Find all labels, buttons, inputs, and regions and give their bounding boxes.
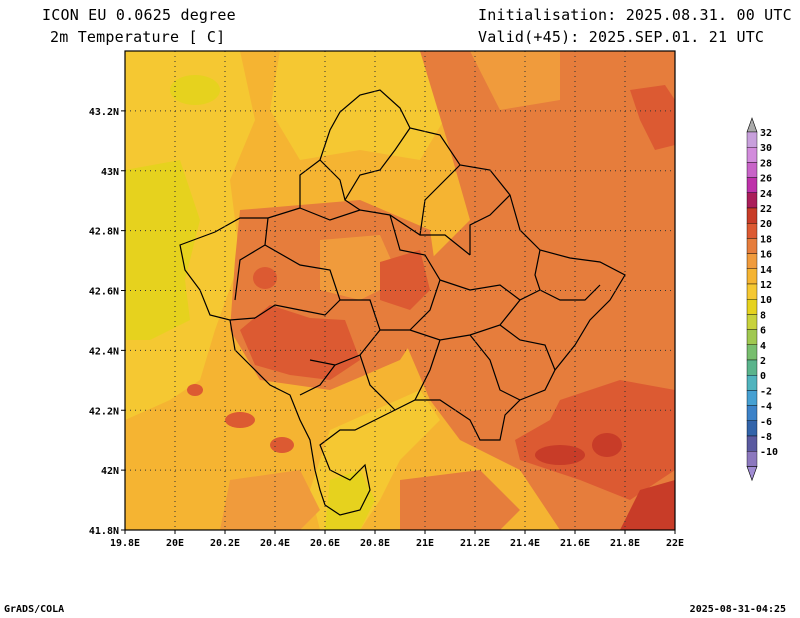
colorbar-label: 12 (760, 280, 772, 291)
colorbar-label: -6 (760, 417, 772, 428)
colorbar-swatch (746, 283, 758, 300)
x-tick-label: 21.8E (610, 538, 640, 549)
colorbar-label: 20 (760, 219, 772, 230)
y-tick-label: 41.8N (89, 526, 119, 537)
temperature-map: 19.8E 20E 20.2E 20.4E 20.6E 20.8E 21E 21.2E 21.4… (89, 50, 778, 549)
colorbar-swatch (746, 131, 758, 148)
colorbar-label: 26 (760, 174, 772, 185)
colorbar-swatch (746, 451, 758, 467)
colorbar-swatch (746, 359, 758, 376)
colorbar-label: 18 (760, 234, 772, 245)
x-tick-label: 21.2E (460, 538, 490, 549)
colorbar-swatch (746, 405, 758, 422)
colorbar-label: -10 (760, 447, 778, 458)
y-tick-label: 42N (101, 466, 119, 477)
colorbar-swatch (746, 329, 758, 346)
colorbar-label: 0 (760, 371, 766, 382)
x-tick-label: 21.4E (510, 538, 540, 549)
colorbar-label: 28 (760, 158, 772, 169)
y-tick-label: 42.2N (89, 406, 119, 417)
colorbar-swatch (746, 207, 758, 224)
footer-timestamp: 2025-08-31-04:25 (689, 604, 786, 615)
colorbar-bottom-cap (746, 466, 758, 482)
y-tick-label: 43.2N (89, 107, 119, 118)
colorbar-label: 10 (760, 295, 772, 306)
initialisation-label: Initialisation: 2025.08.31. 00 UTC (478, 6, 792, 24)
colorbar-label: 24 (760, 189, 772, 200)
x-tick-label: 20.8E (360, 538, 390, 549)
y-tick-label: 43N (101, 167, 119, 178)
colorbar-swatch (746, 344, 758, 361)
colorbar-label: -2 (760, 386, 772, 397)
colorbar-label: 6 (760, 326, 766, 337)
colorbar-label: 14 (760, 265, 772, 276)
colorbar-swatch (746, 222, 758, 239)
colorbar-swatch (746, 268, 758, 285)
y-tick-label: 42.8N (89, 227, 119, 238)
model-title: ICON EU 0.0625 degree (42, 6, 236, 24)
colorbar-label: 22 (760, 204, 772, 215)
x-tick-label: 20.6E (310, 538, 340, 549)
colorbar-swatch (746, 162, 758, 178)
footer-credit: GrADS/COLA (4, 604, 65, 615)
x-tick-label: 20.4E (260, 538, 290, 549)
colorbar-label: -8 (760, 432, 772, 443)
colorbar-swatch (746, 238, 758, 254)
x-tick-label: 20E (166, 538, 184, 549)
colorbar-swatch (746, 390, 758, 406)
colorbar-swatch (746, 299, 758, 315)
colorbar-swatch (746, 420, 758, 437)
variable-title: 2m Temperature [ C] (50, 28, 226, 46)
colorbar-label: 16 (760, 250, 772, 261)
colorbar-label: -4 (760, 402, 772, 413)
y-tick-label: 42.4N (89, 346, 119, 357)
colorbar-label: 2 (760, 356, 766, 367)
colorbar-label: 4 (760, 341, 766, 352)
y-tick-label: 42.6N (89, 287, 119, 298)
x-tick-label: 19.8E (110, 538, 140, 549)
border-lines (179, 89, 626, 516)
colorbar-label: 30 (760, 143, 772, 154)
colorbar-swatch (746, 146, 758, 163)
colorbar-swatch (746, 314, 758, 330)
colorbar-label: 8 (760, 310, 766, 321)
colorbar-swatch (746, 177, 758, 194)
gridlines (125, 51, 675, 530)
x-tick-label: 21.6E (560, 538, 590, 549)
colorbar-swatch (746, 435, 758, 452)
colorbar-label: 32 (760, 128, 772, 139)
colorbar-top-cap (746, 117, 758, 133)
x-tick-label: 22E (666, 538, 684, 549)
x-tick-label: 21E (416, 538, 434, 549)
x-tick-label: 20.2E (210, 538, 240, 549)
colorbar-swatch (746, 192, 758, 209)
valid-time-label: Valid(+45): 2025.SEP.01. 21 UTC (478, 28, 765, 46)
colorbar-swatch (746, 253, 758, 270)
colorbar-swatch (746, 375, 758, 391)
